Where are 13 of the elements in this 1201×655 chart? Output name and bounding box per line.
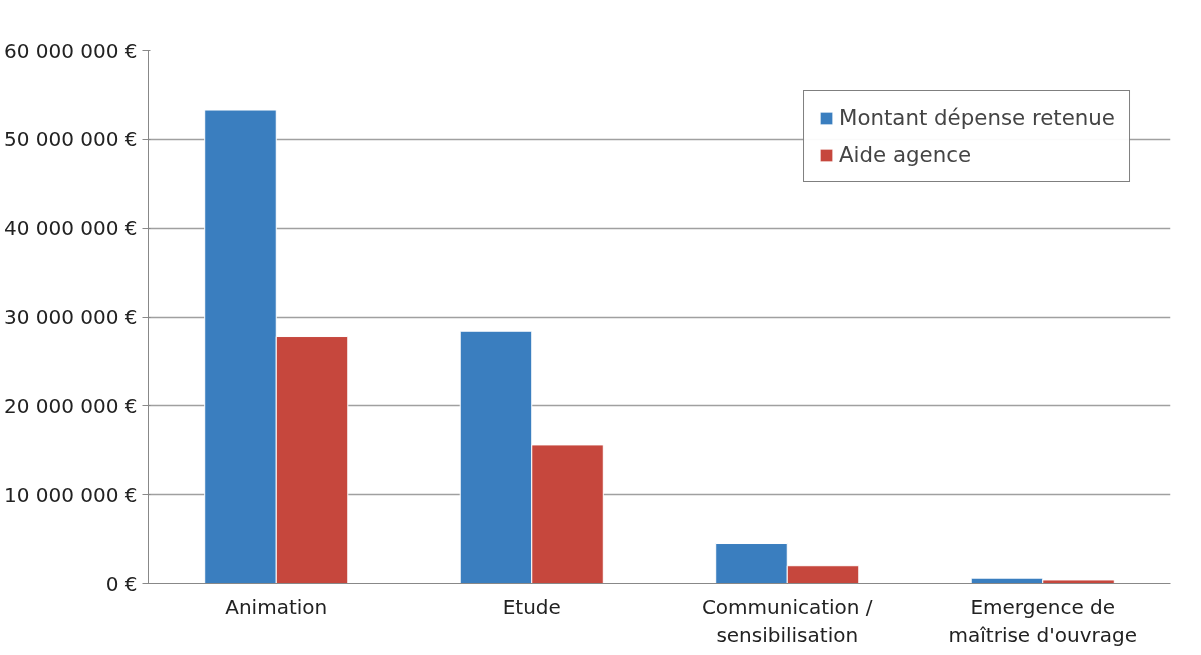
x-tick-label: Emergence de maîtrise d'ouvrage [948,594,1137,648]
y-tick-label: 60 000 000 € [3,38,138,63]
y-tick-label: 40 000 000 € [3,216,138,241]
y-tick-label: 10 000 000 € [3,482,138,507]
y-tick-label: 30 000 000 € [3,305,138,329]
legend-label: Montant dépense retenue [839,105,1115,130]
x-tick-label: Communication / sensibilisation [701,594,873,648]
y-tick-label: 50 000 000 € [3,127,138,152]
x-tick-label: Animation [225,594,328,619]
legend-label: Aide agence [839,142,972,167]
x-tick-label: Etude [502,594,561,619]
y-tick-label: 20 000 000 € [3,393,138,418]
y-tick-label: 0 € [105,571,138,596]
